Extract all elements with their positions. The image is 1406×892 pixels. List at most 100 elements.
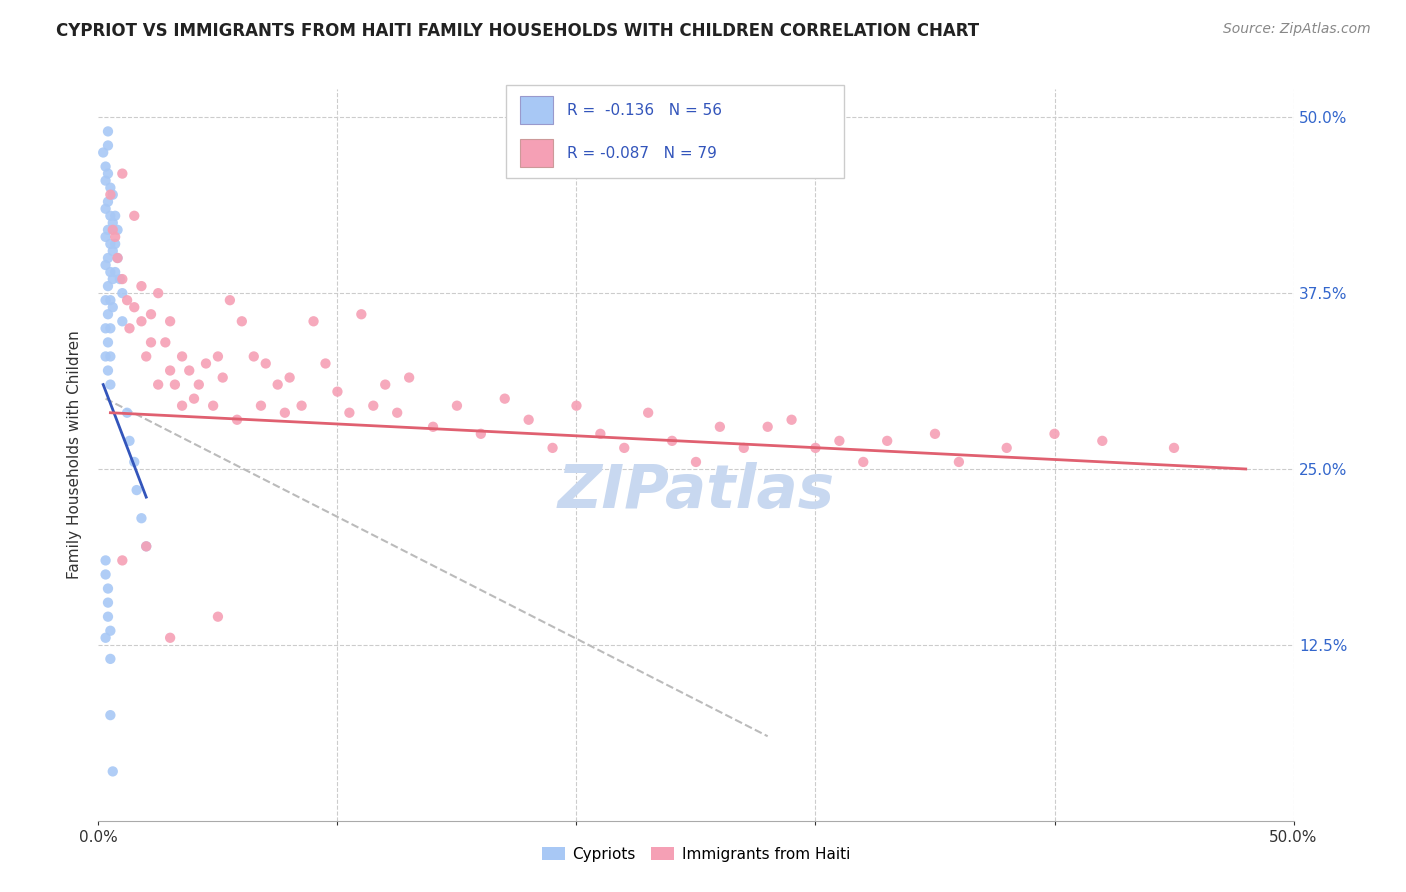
Point — [363, 399, 385, 413]
Point — [94, 230, 117, 244]
Point — [163, 377, 186, 392]
Point — [159, 363, 181, 377]
Point — [115, 293, 138, 308]
Point — [339, 406, 360, 420]
Point — [780, 413, 803, 427]
Point — [565, 399, 588, 413]
Point — [94, 258, 117, 272]
Point — [148, 377, 170, 392]
Point — [98, 708, 122, 723]
Point — [97, 335, 120, 350]
Point — [470, 426, 492, 441]
Point — [98, 377, 122, 392]
Point — [107, 251, 129, 265]
Point — [101, 764, 124, 779]
Text: Source: ZipAtlas.com: Source: ZipAtlas.com — [1223, 22, 1371, 37]
Point — [231, 314, 253, 328]
Point — [315, 357, 337, 371]
Point — [250, 399, 273, 413]
Point — [118, 321, 141, 335]
Point — [98, 652, 122, 666]
Point — [756, 419, 779, 434]
Point — [104, 230, 127, 244]
Point — [101, 216, 124, 230]
Point — [254, 357, 277, 371]
Point — [94, 567, 117, 582]
Point — [995, 441, 1018, 455]
Point — [98, 180, 122, 194]
Point — [98, 265, 122, 279]
Point — [948, 455, 970, 469]
Point — [104, 209, 127, 223]
Point — [613, 441, 636, 455]
Point — [118, 434, 141, 448]
Point — [291, 399, 314, 413]
Point — [422, 419, 444, 434]
Point — [98, 624, 122, 638]
Point — [131, 511, 153, 525]
Point — [1163, 441, 1185, 455]
Point — [211, 370, 233, 384]
Point — [98, 187, 122, 202]
Point — [194, 357, 218, 371]
Point — [226, 413, 249, 427]
Point — [828, 434, 851, 448]
Point — [207, 609, 229, 624]
Point — [97, 124, 120, 138]
Point — [124, 209, 146, 223]
Point — [517, 413, 540, 427]
Point — [97, 167, 120, 181]
Point — [183, 392, 205, 406]
Point — [94, 321, 117, 335]
Point — [148, 286, 170, 301]
Point — [94, 631, 117, 645]
Point — [124, 300, 146, 314]
Point — [876, 434, 898, 448]
Point — [94, 174, 117, 188]
Point — [101, 244, 124, 258]
Point — [172, 350, 194, 364]
Bar — [520, 96, 554, 124]
Point — [111, 286, 134, 301]
Point — [98, 293, 122, 308]
Text: R =  -0.136   N = 56: R = -0.136 N = 56 — [567, 103, 721, 118]
Point — [1091, 434, 1114, 448]
Point — [139, 307, 162, 321]
Point — [94, 553, 117, 567]
Point — [179, 363, 201, 377]
Point — [97, 279, 120, 293]
Point — [98, 236, 122, 251]
Point — [202, 399, 225, 413]
Point — [661, 434, 683, 448]
Point — [326, 384, 349, 399]
Point — [852, 455, 875, 469]
Point — [111, 167, 134, 181]
Point — [115, 406, 138, 420]
Point — [637, 406, 659, 420]
Point — [243, 350, 266, 364]
Point — [398, 370, 420, 384]
Point — [135, 539, 157, 553]
Point — [350, 307, 373, 321]
Point — [97, 363, 120, 377]
Point — [278, 370, 301, 384]
Point — [94, 202, 117, 216]
Point — [101, 223, 124, 237]
Point — [107, 223, 129, 237]
FancyBboxPatch shape — [506, 85, 844, 178]
Point — [98, 209, 122, 223]
Point — [159, 314, 181, 328]
Point — [97, 251, 120, 265]
Legend: Cypriots, Immigrants from Haiti: Cypriots, Immigrants from Haiti — [536, 840, 856, 868]
Point — [97, 307, 120, 321]
Point — [98, 321, 122, 335]
Point — [685, 455, 707, 469]
Point — [91, 145, 114, 160]
Point — [446, 399, 468, 413]
Point — [104, 265, 127, 279]
Point — [108, 272, 131, 286]
Point — [494, 392, 516, 406]
Point — [97, 223, 120, 237]
Point — [385, 406, 409, 420]
Point — [94, 160, 117, 174]
